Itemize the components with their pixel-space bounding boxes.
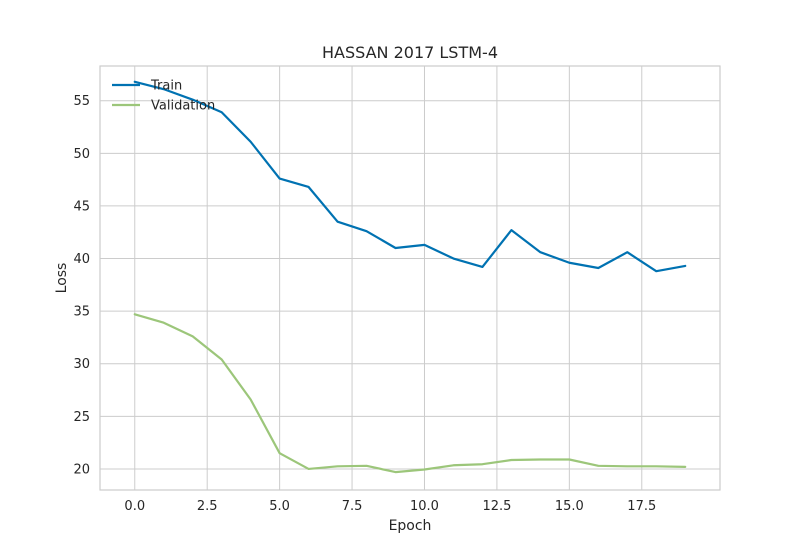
x-tick-label: 17.5	[627, 499, 656, 514]
y-tick-label: 55	[73, 94, 90, 109]
x-tick-label: 12.5	[482, 499, 511, 514]
series-line-train	[133, 80, 687, 273]
y-tick-label: 35	[73, 305, 90, 320]
plot-lines	[133, 80, 687, 474]
x-tick-label: 7.5	[342, 499, 363, 514]
plot-frame	[99, 65, 721, 491]
x-tick-label: 0.0	[124, 499, 145, 514]
y-axis-label: Loss	[54, 263, 70, 294]
legend: Train Validation	[112, 79, 215, 114]
x-tick-label: 2.5	[197, 499, 218, 514]
y-tick-label: 50	[73, 147, 90, 162]
y-tick-label: 45	[73, 199, 90, 214]
legend-label-validation: Validation	[151, 99, 215, 114]
y-tick-label: 25	[73, 410, 90, 425]
y-ticks: 20 25 30 35 40 45 50 55	[73, 94, 90, 477]
x-tick-label: 10.0	[410, 499, 439, 514]
y-tick-label: 30	[73, 357, 90, 372]
x-tick-label: 15.0	[555, 499, 584, 514]
chart-title: HASSAN 2017 LSTM-4	[322, 43, 498, 62]
y-tick-label: 40	[73, 252, 90, 267]
x-axis-label: Epoch	[389, 518, 432, 534]
legend-label-train: Train	[150, 79, 182, 94]
x-tick-label: 5.0	[269, 499, 290, 514]
y-tick-label: 20	[73, 462, 90, 477]
x-ticks: 0.0 2.5 5.0 7.5 10.0 12.5 15.0 17.5	[124, 499, 656, 514]
series-line-validation	[133, 313, 687, 474]
grid	[100, 66, 720, 490]
